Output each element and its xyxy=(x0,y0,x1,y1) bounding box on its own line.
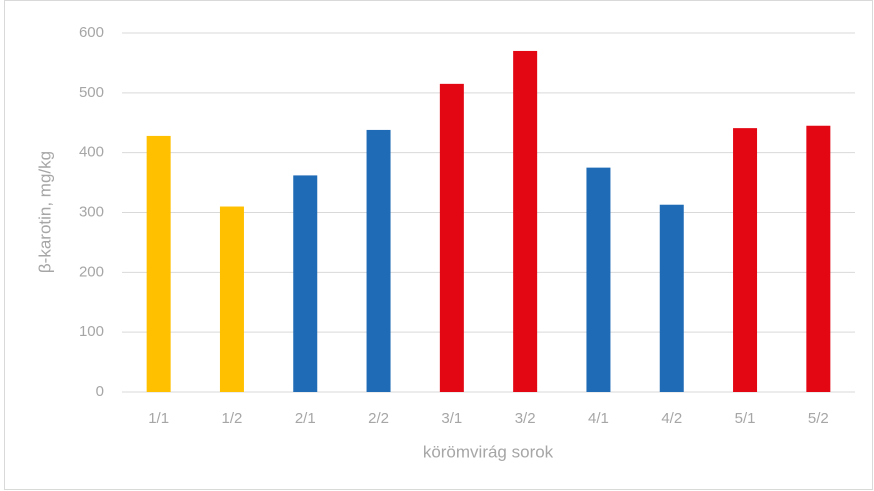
x-tick-label: 5/2 xyxy=(808,410,829,427)
y-tick-label: 200 xyxy=(79,263,104,280)
x-tick-label: 1/1 xyxy=(148,410,169,427)
y-tick-label: 100 xyxy=(79,323,104,340)
bar xyxy=(366,129,391,392)
bar xyxy=(659,204,684,392)
y-tick-label: 300 xyxy=(79,203,104,220)
x-tick-label: 4/2 xyxy=(661,410,682,427)
bar xyxy=(146,135,171,392)
x-tick-label: 3/2 xyxy=(515,410,536,427)
bar xyxy=(586,167,611,392)
x-tick-label: 2/1 xyxy=(295,410,316,427)
x-tick-label: 1/2 xyxy=(222,410,243,427)
bar xyxy=(293,175,318,392)
x-tick-label: 3/1 xyxy=(441,410,462,427)
x-axis-title: körömvirág sorok xyxy=(423,442,554,461)
y-axis-title: β-karotin, mg/kg xyxy=(35,151,54,273)
x-tick-label: 4/1 xyxy=(588,410,609,427)
x-tick-label: 2/2 xyxy=(368,410,389,427)
y-tick-label: 0 xyxy=(96,383,104,400)
bar xyxy=(513,50,538,392)
y-tick-label: 600 xyxy=(79,24,104,41)
bar xyxy=(219,206,244,392)
x-tick-label: 5/1 xyxy=(735,410,756,427)
bar xyxy=(733,128,758,392)
y-tick-label: 400 xyxy=(79,144,104,161)
bar xyxy=(806,125,831,392)
y-tick-label: 500 xyxy=(79,84,104,101)
bar xyxy=(439,83,464,392)
